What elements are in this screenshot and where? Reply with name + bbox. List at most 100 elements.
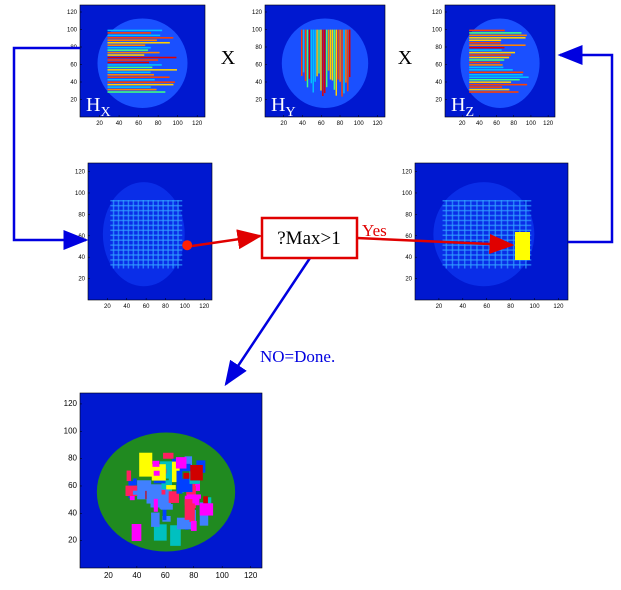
- stripe: [108, 62, 150, 64]
- diagram: 2040608010012020406080100120HX2040608010…: [0, 0, 621, 590]
- stripe: [108, 76, 170, 78]
- stripe: [469, 54, 511, 56]
- x-tick-label: 120: [553, 304, 564, 310]
- stripe: [334, 30, 335, 90]
- stripe: [108, 49, 149, 51]
- x-tick-label: 60: [318, 121, 325, 127]
- stripe: [108, 67, 153, 69]
- stripe: [108, 59, 159, 61]
- stripe: [328, 30, 329, 71]
- y-tick-label: 120: [432, 10, 443, 16]
- stripe: [341, 30, 342, 97]
- grid-streak: [476, 200, 478, 268]
- x-tick-label: 120: [543, 121, 554, 127]
- grid-streak: [133, 200, 135, 268]
- stripe: [108, 91, 166, 93]
- stripe: [343, 30, 344, 94]
- grid-streak: [482, 200, 484, 268]
- panel: 2040608010012020406080100120HY: [252, 5, 385, 127]
- stripe: [108, 52, 160, 54]
- grid-streak: [162, 200, 164, 268]
- grid-streak: [507, 200, 509, 268]
- grid-streak: [110, 239, 182, 241]
- segment: [151, 513, 160, 527]
- panel: 2040608010012020406080100120HZ: [432, 5, 555, 127]
- x-tick-label: 40: [459, 304, 466, 310]
- stripe: [108, 72, 151, 74]
- x-tick-label: 80: [337, 121, 344, 127]
- stripe: [469, 35, 527, 37]
- decision-text: ?Max>1: [277, 228, 340, 249]
- grid-streak: [443, 205, 532, 207]
- segment: [161, 504, 173, 510]
- stripe: [307, 30, 308, 88]
- stripe: [469, 84, 527, 86]
- grid-streak: [110, 200, 182, 202]
- x-tick-label: 20: [104, 304, 111, 310]
- stripe: [108, 30, 163, 32]
- stripe: [108, 57, 177, 59]
- y-tick-label: 100: [64, 426, 78, 435]
- stripe: [469, 42, 500, 44]
- grid-streak: [470, 200, 472, 268]
- grid-streak: [177, 200, 179, 268]
- x-tick-label: 100: [526, 121, 537, 127]
- panel: 2040608010012020406080100120HX: [67, 5, 205, 127]
- x-tick-label: 40: [476, 121, 483, 127]
- stripe: [469, 47, 504, 49]
- stripe: [314, 30, 315, 82]
- x-tick-label: 80: [162, 304, 169, 310]
- y-tick-label: 80: [405, 212, 412, 218]
- y-tick-label: 100: [67, 28, 78, 34]
- x-tick-label: 40: [123, 304, 130, 310]
- y-tick-label: 80: [78, 212, 85, 218]
- y-tick-label: 80: [68, 454, 77, 463]
- yes-label: Yes: [362, 221, 387, 240]
- stripe: [108, 79, 155, 81]
- stripe: [326, 30, 327, 88]
- x-tick-label: 40: [132, 571, 141, 580]
- operator: X: [398, 47, 413, 69]
- x-tick-label: 100: [530, 304, 541, 310]
- grid-streak: [495, 200, 497, 268]
- segment: [133, 478, 137, 485]
- segment: [132, 524, 142, 541]
- y-tick-label: 20: [70, 98, 77, 104]
- x-tick-label: 80: [155, 121, 162, 127]
- segment: [200, 503, 213, 515]
- segment: [154, 499, 158, 512]
- grid-streak: [443, 215, 532, 217]
- stripe: [108, 42, 170, 44]
- grid-streak: [110, 205, 182, 207]
- stripe: [469, 59, 504, 61]
- stripe: [108, 32, 152, 34]
- y-tick-label: 60: [435, 63, 442, 69]
- panel: 2040608010012020406080100120: [402, 163, 568, 310]
- grid-streak: [152, 200, 154, 268]
- y-tick-label: 60: [255, 63, 262, 69]
- stripe: [469, 30, 505, 32]
- y-tick-label: 20: [405, 277, 412, 283]
- grid-streak: [443, 220, 532, 222]
- stripe: [108, 84, 174, 86]
- y-tick-label: 40: [255, 80, 262, 86]
- x-tick-label: 60: [161, 571, 170, 580]
- grid-streak: [110, 215, 182, 217]
- y-tick-label: 120: [64, 399, 78, 408]
- x-tick-label: 120: [192, 121, 203, 127]
- stripe: [337, 30, 338, 80]
- stripe: [108, 44, 146, 46]
- stripe: [320, 30, 321, 91]
- y-tick-label: 80: [255, 45, 262, 51]
- segment: [176, 471, 182, 494]
- y-tick-label: 120: [75, 170, 86, 176]
- stripe: [469, 91, 518, 93]
- grid-streak: [513, 200, 515, 268]
- stripe: [345, 30, 346, 83]
- stripe: [108, 35, 161, 37]
- grid-streak: [443, 200, 532, 202]
- stripe: [108, 39, 157, 41]
- stripe: [469, 69, 513, 71]
- x-tick-label: 80: [507, 304, 514, 310]
- grid-streak: [464, 200, 466, 268]
